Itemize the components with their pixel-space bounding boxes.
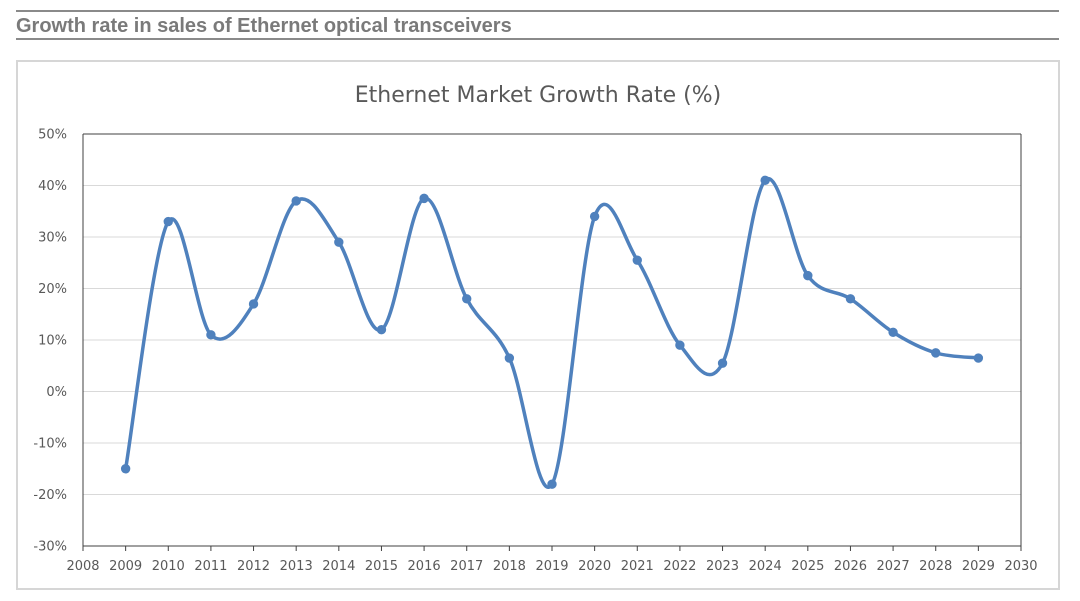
y-tick-label: 20%: [38, 282, 67, 297]
x-axis-ticks: 2008 2009 2010 2011 2012 2013 2014 2015 2016 2017…: [66, 546, 1038, 574]
y-tick-label: -30%: [33, 540, 67, 555]
y-axis-ticks: -30% -20% -10% 0% 10% 20% 30% 40% 50%: [33, 128, 67, 555]
x-tick-label: 2025: [791, 559, 824, 574]
page-header: Growth rate in sales of Ethernet optical…: [16, 10, 1059, 40]
page-title: Growth rate in sales of Ethernet optical…: [16, 15, 512, 37]
x-tick-label: 2020: [578, 559, 611, 574]
data-point: [376, 325, 387, 335]
x-tick-label: 2016: [408, 559, 441, 574]
x-tick-label: 2030: [1004, 559, 1037, 574]
x-tick-label: 2013: [280, 559, 313, 574]
x-tick-label: 2024: [749, 559, 782, 574]
data-point: [419, 193, 429, 204]
gridlines: [83, 133, 1021, 495]
chart-title: Ethernet Market Growth Rate (%): [355, 83, 722, 108]
data-point: [675, 340, 685, 350]
data-point: [760, 175, 770, 186]
data-point: [291, 196, 301, 206]
data-point: [717, 358, 728, 368]
data-point: [803, 270, 813, 281]
y-tick-label: 50%: [38, 128, 67, 143]
data-point: [334, 237, 344, 247]
x-tick-label: 2008: [66, 559, 99, 574]
data-point: [120, 464, 131, 474]
data-point: [589, 211, 600, 222]
data-point: [888, 327, 898, 337]
x-tick-label: 2014: [322, 559, 355, 574]
x-tick-label: 2017: [450, 559, 483, 574]
series-layer: [123, 177, 981, 489]
data-point: [547, 479, 557, 489]
chart-container: Ethernet Market Growth Rate (%) -30% -20%…: [16, 60, 1060, 590]
y-tick-label: 30%: [38, 231, 67, 246]
line-chart: Ethernet Market Growth Rate (%) -30% -20%…: [33, 83, 1038, 574]
x-tick-label: 2019: [535, 559, 568, 574]
data-point: [163, 216, 173, 227]
data-point: [973, 353, 984, 363]
data-points: [120, 175, 984, 489]
data-point: [632, 255, 642, 265]
data-point: [248, 299, 259, 309]
y-tick-label: -20%: [33, 488, 67, 503]
x-tick-label: 2018: [493, 559, 526, 574]
data-point: [206, 330, 216, 340]
series-line: [123, 177, 981, 489]
y-tick-label: -10%: [33, 437, 67, 452]
x-tick-label: 2026: [834, 559, 867, 574]
x-tick-label: 2009: [109, 559, 142, 574]
x-tick-label: 2021: [621, 559, 654, 574]
x-tick-label: 2011: [194, 559, 227, 574]
x-tick-label: 2022: [663, 559, 696, 574]
data-point: [845, 294, 856, 304]
y-tick-label: 40%: [38, 179, 67, 194]
x-tick-label: 2028: [919, 559, 952, 574]
x-tick-label: 2012: [237, 559, 270, 574]
x-tick-label: 2015: [365, 559, 398, 574]
data-point: [931, 348, 941, 358]
y-tick-label: 10%: [38, 334, 67, 349]
x-tick-label: 2027: [877, 559, 910, 574]
data-point: [504, 353, 515, 363]
x-tick-label: 2010: [152, 559, 185, 574]
x-tick-label: 2029: [962, 559, 995, 574]
x-tick-label: 2023: [706, 559, 739, 574]
data-point: [462, 294, 472, 304]
y-tick-label: 0%: [46, 385, 67, 400]
